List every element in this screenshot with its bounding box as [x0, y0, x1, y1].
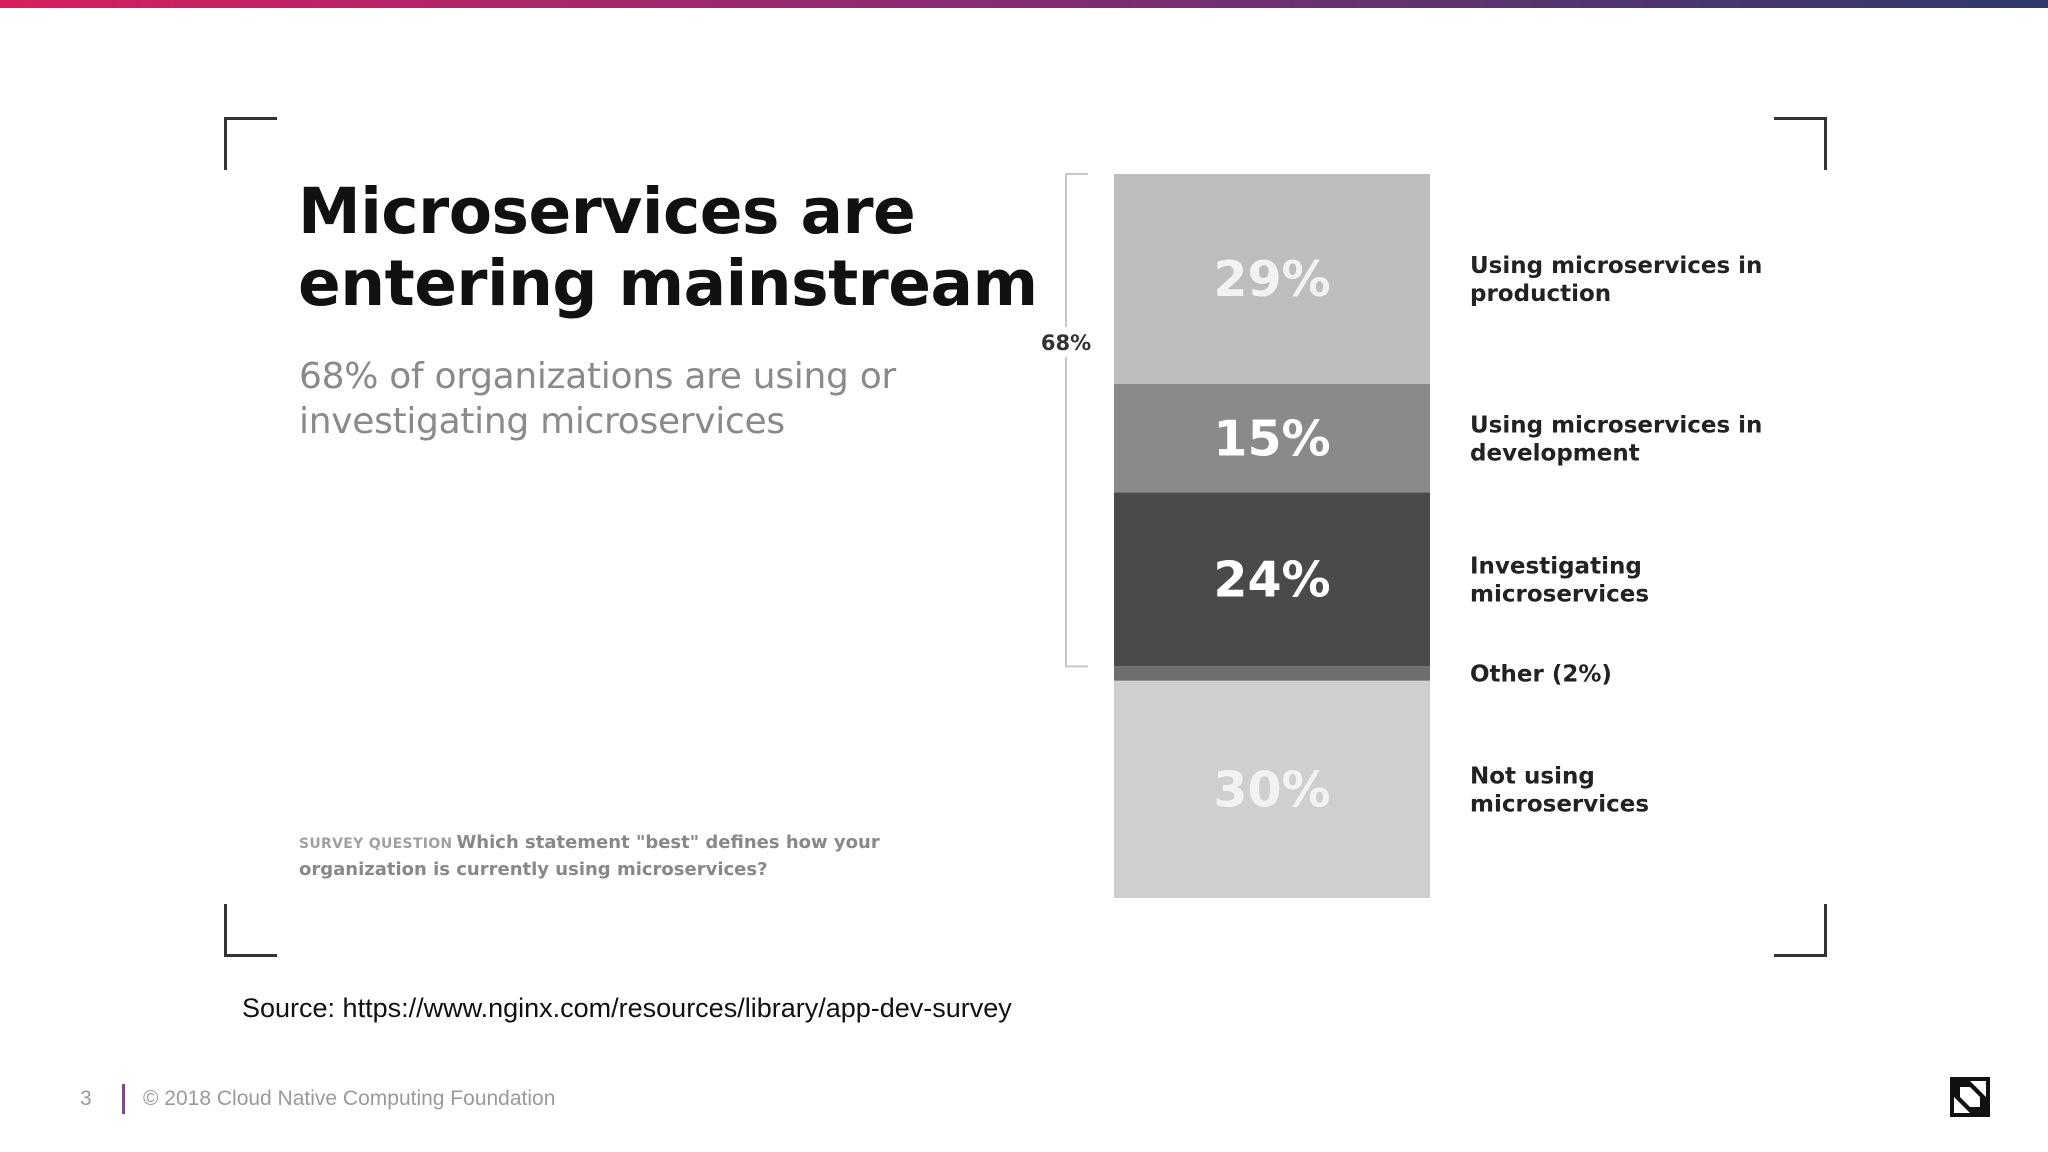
- bar-value-label-0: 29%: [1213, 251, 1330, 308]
- bar-value-label-2: 24%: [1213, 551, 1330, 608]
- survey-question-label: SURVEY QUESTION: [299, 836, 453, 852]
- survey-question-text: Which statement "best" defines how your …: [299, 832, 880, 880]
- bar-segment-1: [1114, 383, 1430, 493]
- frame-corner-top-left: [224, 117, 277, 170]
- category-label-4: Not using microservices: [1470, 763, 1649, 817]
- stacked-bar-chart: 29% Using microservices in production 15% Us…: [1041, 173, 1762, 898]
- slide-headline: Microservices are entering mainstream: [298, 175, 1038, 320]
- bar-segment-4: [1114, 680, 1430, 898]
- category-label-2: Investigating microservices: [1470, 553, 1649, 607]
- bar-segment-2: [1114, 492, 1430, 667]
- cncf-logo-icon: [1950, 1077, 1990, 1117]
- frame-corner-top-right: [1774, 117, 1827, 170]
- source-citation: Source: https://www.nginx.com/resources/…: [242, 993, 1012, 1023]
- slide-subheadline: 68% of organizations are using or invest…: [299, 356, 896, 442]
- bracket-label: 68%: [1041, 331, 1091, 355]
- bar-value-label-4: 30%: [1213, 761, 1330, 818]
- frame-corner-bottom-left: [224, 904, 277, 957]
- slide-footer: 3 © 2018 Cloud Native Computing Foundati…: [80, 1082, 555, 1116]
- bar-value-label-1: 15%: [1213, 410, 1330, 467]
- frame-corner-bottom-right: [1774, 904, 1827, 957]
- bar-segment-3: [1114, 666, 1430, 681]
- survey-question: SURVEY QUESTION Which statement "best" de…: [299, 830, 899, 883]
- top-accent-bar: [0, 0, 2048, 8]
- footer-divider: [122, 1084, 125, 1114]
- bracket-label-background: [1058, 327, 1074, 358]
- bracket-line: [1065, 173, 1088, 668]
- page-number: 3: [80, 1087, 92, 1110]
- category-label-1: Using microservices in development: [1470, 412, 1762, 466]
- category-label-0: Using microservices in production: [1470, 253, 1762, 307]
- copyright-text: © 2018 Cloud Native Computing Foundation: [143, 1087, 556, 1110]
- bar-segment-0: [1114, 174, 1430, 384]
- category-label-3: Other (2%): [1470, 662, 1612, 688]
